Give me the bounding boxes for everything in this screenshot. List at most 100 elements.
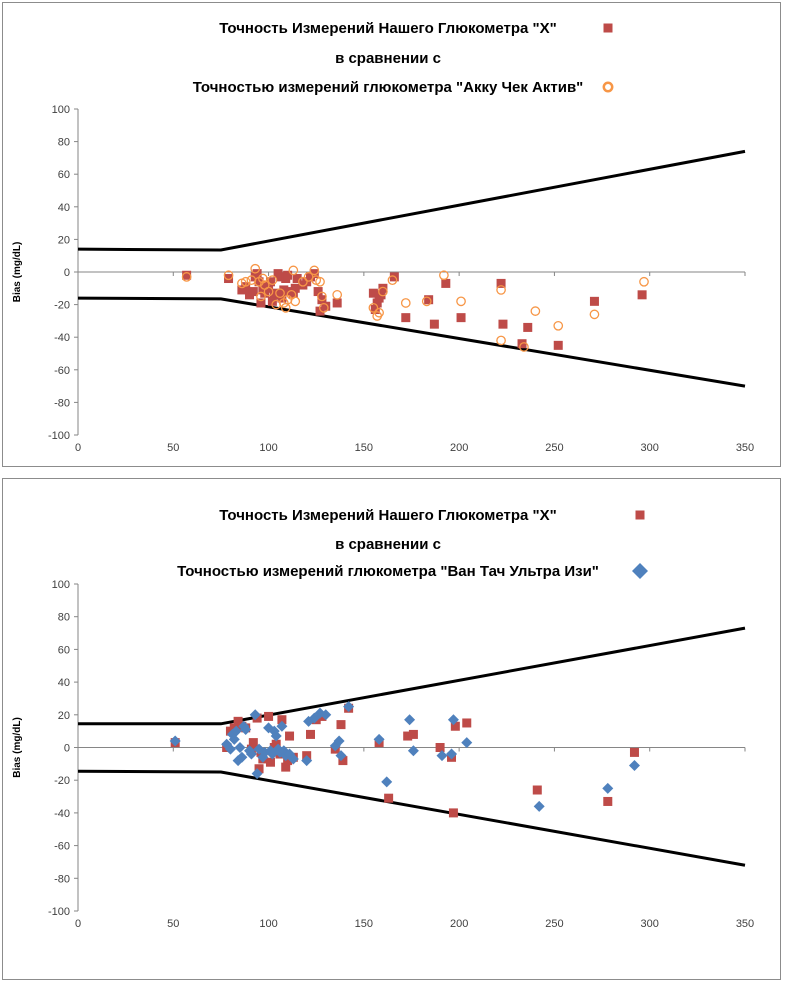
data-point-reference-meter: [421, 296, 432, 307]
data-point-reference-meter: [303, 715, 315, 727]
data-point-reference-meter: [232, 755, 244, 767]
data-point-meter-x: [368, 288, 378, 298]
y-tick-label: 60: [58, 644, 70, 656]
y-tick-label: -100: [48, 430, 70, 442]
data-point-reference-meter: [387, 275, 398, 285]
data-point-reference-meter: [267, 275, 278, 285]
data-point-meter-x: [532, 785, 542, 795]
legend-marker-reference-meter: [632, 563, 648, 579]
data-point-meter-x: [283, 270, 293, 280]
data-point-reference-meter: [533, 800, 545, 812]
y-tick-label: 0: [64, 743, 70, 755]
data-point-meter-x: [498, 319, 508, 329]
y-tick-label: -80: [54, 397, 70, 409]
data-point-meter-x: [279, 285, 289, 295]
data-point-reference-meter: [589, 309, 600, 320]
data-point-reference-meter: [639, 276, 649, 287]
data-point-reference-meter: [249, 709, 261, 721]
data-point-reference-meter: [298, 276, 308, 287]
y-tick-label: -40: [54, 808, 70, 820]
data-point-reference-meter: [276, 720, 288, 732]
y-tick-label: 40: [58, 677, 70, 689]
data-point-reference-meter: [343, 701, 355, 713]
data-point-reference-meter: [234, 742, 246, 753]
y-axis-title: Bias (mg/dL): [12, 717, 23, 778]
data-point-meter-x: [441, 278, 451, 288]
data-point-reference-meter: [496, 335, 506, 346]
data-point-reference-meter: [181, 272, 192, 282]
chart-one-touch: Точность Измерений Нашего Глюкометра "X"…: [12, 507, 754, 930]
data-point-meter-x: [281, 762, 291, 772]
x-tick-label: 100: [259, 442, 277, 454]
data-point-meter-x: [256, 298, 266, 308]
data-point-reference-meter: [263, 286, 274, 297]
data-point-meter-x: [241, 282, 251, 292]
data-point-reference-meter: [436, 750, 448, 762]
data-point-reference-meter: [245, 748, 257, 760]
data-point-meter-x: [309, 269, 319, 279]
data-point-meter-x: [317, 295, 327, 305]
y-tick-label: -20: [54, 775, 70, 787]
x-tick-label: 150: [355, 442, 373, 454]
x-tick-label: 250: [545, 918, 563, 930]
data-point-meter-x: [424, 295, 434, 305]
x-tick-label: 0: [75, 918, 81, 930]
data-point-meter-x: [553, 340, 563, 350]
data-point-meter-x: [254, 764, 264, 774]
data-point-reference-meter: [407, 745, 419, 757]
data-point-meter-x: [290, 283, 300, 293]
limit-line-upper: [77, 149, 746, 252]
data-point-meter-x: [275, 272, 285, 282]
data-point-meter-x: [523, 322, 533, 332]
x-tick-label: 50: [167, 918, 179, 930]
data-point-meter-x: [456, 313, 466, 323]
data-point-reference-meter: [275, 288, 285, 299]
y-tick-label: -20: [54, 300, 70, 312]
data-point-reference-meter: [256, 291, 266, 302]
data-point-reference-meter: [230, 725, 242, 737]
data-point-reference-meter: [240, 724, 252, 736]
x-tick-label: 350: [736, 442, 754, 454]
y-tick-label: -40: [54, 332, 70, 344]
data-point-meter-x: [435, 743, 445, 752]
chart-panel-accu-chek: Точность Измерений Нашего Глюкометра "X"…: [2, 2, 781, 467]
data-point-reference-meter: [628, 759, 640, 771]
data-point-reference-meter: [404, 714, 416, 726]
data-point-meter-x: [448, 808, 458, 818]
data-point-meter-x: [264, 711, 274, 721]
data-point-reference-meter: [224, 743, 236, 755]
data-point-meter-x: [401, 313, 411, 323]
y-tick-label: 20: [58, 710, 70, 722]
chart-title-line-3: Точностью измерений глюкометра "Акку Чек…: [193, 79, 584, 96]
data-point-reference-meter: [446, 748, 458, 760]
y-tick-label: 80: [58, 137, 70, 149]
data-point-reference-meter: [373, 733, 385, 745]
data-point-meter-x: [332, 298, 342, 308]
chart-title-line-2: в сравнении с: [335, 536, 441, 553]
limit-line-lower: [77, 769, 746, 867]
data-point-reference-meter: [602, 782, 614, 794]
y-tick-label: -60: [54, 841, 70, 853]
data-point-meter-x: [589, 296, 599, 306]
data-point-reference-meter: [456, 296, 466, 307]
data-point-meter-x: [285, 731, 295, 741]
data-point-reference-meter: [368, 303, 379, 313]
data-point-meter-x: [265, 277, 275, 287]
limit-line-upper: [78, 626, 746, 726]
data-point-meter-x: [288, 288, 298, 298]
data-point-reference-meter: [400, 298, 411, 308]
data-point-reference-meter: [374, 307, 384, 318]
y-tick-label: -100: [48, 906, 70, 918]
data-point-meter-x: [254, 277, 264, 287]
data-point-reference-meter: [530, 306, 541, 316]
data-point-reference-meter: [228, 733, 240, 745]
data-point-meter-x: [496, 278, 506, 288]
data-point-meter-x: [305, 729, 315, 739]
y-tick-label: 20: [58, 234, 70, 246]
data-point-meter-x: [224, 274, 234, 284]
data-point-meter-x: [372, 298, 382, 308]
data-point-reference-meter: [315, 276, 325, 287]
data-point-meter-x: [450, 721, 460, 731]
data-point-meter-x: [248, 738, 258, 748]
y-tick-label: -60: [54, 365, 70, 377]
